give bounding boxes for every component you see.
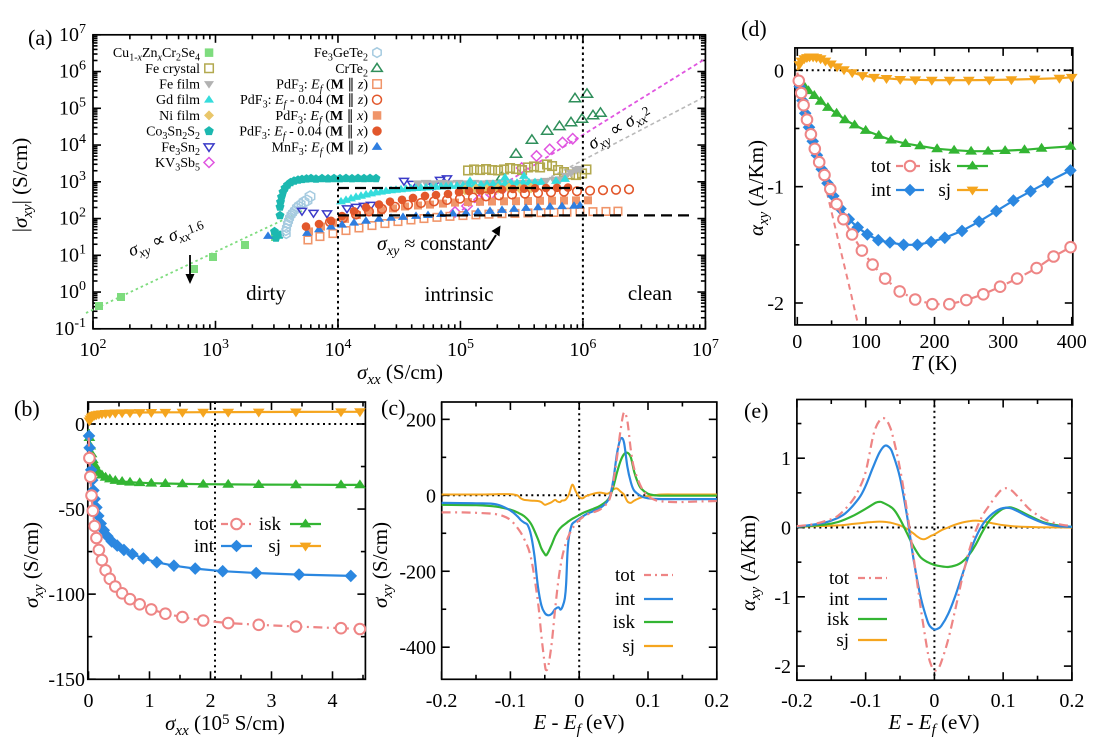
svg-text:-200: -200 bbox=[399, 561, 436, 583]
svg-text:-50: -50 bbox=[58, 499, 85, 521]
svg-text:σxx (105 S/cm): σxx (105 S/cm) bbox=[165, 711, 285, 739]
svg-text:0.2: 0.2 bbox=[704, 690, 729, 712]
svg-text:αxy (A/Km): αxy (A/Km) bbox=[744, 140, 772, 236]
svg-text:dirty: dirty bbox=[246, 281, 286, 305]
svg-text:0.1: 0.1 bbox=[991, 690, 1016, 712]
svg-text:200: 200 bbox=[920, 331, 950, 353]
svg-text:106: 106 bbox=[569, 337, 596, 361]
svg-text:-0.1: -0.1 bbox=[850, 690, 882, 712]
svg-text:0.2: 0.2 bbox=[1059, 690, 1084, 712]
svg-text:σxx (S/cm): σxx (S/cm) bbox=[357, 360, 443, 388]
svg-text:Fe3GeTe2: Fe3GeTe2 bbox=[314, 46, 368, 64]
svg-text:4: 4 bbox=[328, 690, 338, 712]
svg-text:sj: sj bbox=[836, 630, 849, 651]
svg-text:-0.2: -0.2 bbox=[426, 690, 458, 712]
svg-text:αxy (A/Km): αxy (A/Km) bbox=[736, 515, 764, 611]
svg-text:intrinsic: intrinsic bbox=[425, 282, 494, 306]
svg-text:isk: isk bbox=[827, 609, 850, 630]
svg-text:-100: -100 bbox=[48, 584, 85, 606]
svg-text:300: 300 bbox=[988, 331, 1018, 353]
svg-text:int: int bbox=[615, 589, 636, 610]
svg-text:0: 0 bbox=[929, 690, 939, 712]
svg-text:0: 0 bbox=[75, 414, 85, 436]
svg-text:T (K): T (K) bbox=[911, 351, 957, 375]
svg-text:Fe film: Fe film bbox=[159, 78, 200, 93]
svg-text:CrTe2: CrTe2 bbox=[335, 62, 368, 80]
svg-text:0: 0 bbox=[774, 60, 784, 82]
svg-text:PdF3: Ef (M ∥ z): PdF3: Ef (M ∥ z) bbox=[276, 78, 368, 96]
svg-text:isk: isk bbox=[929, 156, 952, 177]
svg-text:-150: -150 bbox=[48, 669, 85, 691]
svg-text:Co3Sn2S2: Co3Sn2S2 bbox=[146, 125, 200, 143]
svg-text:clean: clean bbox=[628, 281, 673, 305]
svg-text:tot: tot bbox=[829, 568, 850, 589]
svg-text:400: 400 bbox=[1057, 331, 1087, 353]
svg-text:0: 0 bbox=[84, 690, 94, 712]
svg-text:0.1: 0.1 bbox=[636, 690, 661, 712]
svg-text:0: 0 bbox=[792, 331, 802, 353]
svg-text:1: 1 bbox=[781, 448, 791, 470]
svg-text:σxy (S/cm): σxy (S/cm) bbox=[19, 522, 47, 608]
svg-text:(d): (d) bbox=[741, 16, 767, 41]
svg-text:-2: -2 bbox=[774, 656, 791, 678]
svg-text:0: 0 bbox=[781, 518, 791, 540]
svg-text:-0.2: -0.2 bbox=[781, 690, 813, 712]
svg-text:σxy ≈ constant: σxy ≈ constant bbox=[377, 233, 487, 259]
svg-text:(b): (b) bbox=[14, 396, 40, 421]
svg-text:sj: sj bbox=[622, 636, 635, 657]
svg-text:PdF3: Ef - 0.04 (M ∥ z): PdF3: Ef - 0.04 (M ∥ z) bbox=[240, 93, 368, 111]
svg-text:σxy (S/cm): σxy (S/cm) bbox=[368, 522, 396, 608]
svg-text:tot: tot bbox=[194, 514, 215, 535]
svg-text:-400: -400 bbox=[399, 637, 436, 659]
svg-text:tot: tot bbox=[615, 565, 636, 586]
svg-text:100: 100 bbox=[851, 331, 881, 353]
svg-text:-0.1: -0.1 bbox=[495, 690, 527, 712]
svg-text:(a): (a) bbox=[28, 25, 52, 50]
svg-text:Fe crystal: Fe crystal bbox=[145, 62, 200, 77]
svg-text:isk: isk bbox=[613, 612, 636, 633]
svg-text:3: 3 bbox=[267, 690, 277, 712]
svg-text:-1: -1 bbox=[767, 177, 784, 199]
svg-text:(c): (c) bbox=[381, 395, 405, 420]
svg-text:int: int bbox=[829, 589, 850, 610]
svg-text:|σxy| (S/cm): |σxy| (S/cm) bbox=[8, 138, 36, 233]
svg-text:Gd film: Gd film bbox=[156, 93, 200, 108]
svg-text:KV3Sb5: KV3Sb5 bbox=[155, 156, 200, 174]
svg-text:2: 2 bbox=[206, 690, 216, 712]
svg-text:200: 200 bbox=[406, 409, 436, 431]
svg-text:tot: tot bbox=[871, 156, 892, 177]
svg-text:0: 0 bbox=[574, 690, 584, 712]
svg-text:int: int bbox=[871, 180, 892, 201]
svg-text:int: int bbox=[194, 536, 215, 557]
svg-text:sj: sj bbox=[268, 536, 281, 557]
svg-text:sj: sj bbox=[938, 180, 951, 201]
svg-text:(e): (e) bbox=[744, 398, 768, 423]
svg-text:-2: -2 bbox=[767, 293, 784, 315]
svg-text:MnF3: Ef (M ∥ z): MnF3: Ef (M ∥ z) bbox=[272, 140, 369, 158]
svg-text:Fe3Sn2: Fe3Sn2 bbox=[161, 140, 200, 158]
svg-text:0: 0 bbox=[426, 485, 436, 507]
svg-text:E - Ef (eV): E - Ef (eV) bbox=[887, 710, 979, 738]
svg-text:1: 1 bbox=[145, 690, 155, 712]
svg-text:Ni film: Ni film bbox=[159, 109, 200, 124]
svg-text:isk: isk bbox=[259, 514, 282, 535]
svg-text:-1: -1 bbox=[774, 587, 791, 609]
svg-text:PdF3: Ef - 0.04 (M ∥ x): PdF3: Ef - 0.04 (M ∥ x) bbox=[239, 125, 368, 143]
